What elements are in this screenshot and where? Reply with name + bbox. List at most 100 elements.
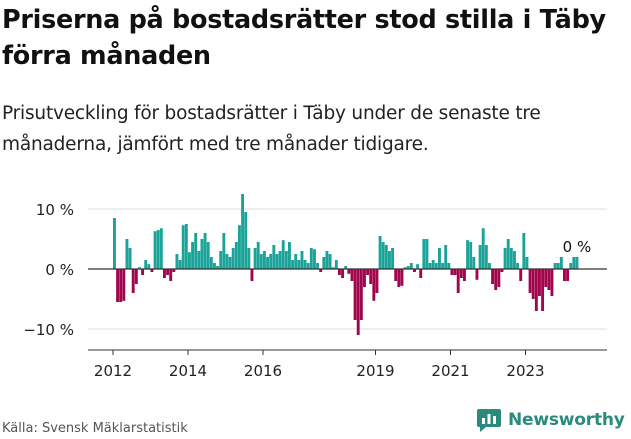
- bar: [363, 269, 366, 287]
- bar: [116, 269, 120, 302]
- bar: [547, 269, 551, 290]
- bar: [459, 269, 463, 278]
- bar: [150, 269, 154, 272]
- bar: [163, 269, 166, 278]
- bar: [175, 254, 179, 269]
- bar: [272, 245, 276, 269]
- bar: [228, 257, 232, 269]
- bar: [453, 269, 457, 275]
- bar: [197, 251, 201, 269]
- bar: [122, 269, 126, 301]
- bar: [125, 239, 129, 269]
- bar: [138, 267, 141, 269]
- bar: [113, 218, 116, 269]
- bar: [253, 248, 257, 269]
- bar: [572, 257, 576, 269]
- bar: [216, 266, 220, 269]
- bar: [200, 239, 204, 269]
- bar: [303, 260, 307, 269]
- bar: [206, 242, 210, 269]
- bar: [188, 252, 191, 269]
- bar: [569, 263, 573, 269]
- x-tick-label: 2019: [356, 362, 394, 380]
- bar: [231, 248, 235, 269]
- brand-name: Newsworthy: [508, 410, 625, 430]
- bar: [159, 228, 163, 269]
- bar: [506, 239, 510, 269]
- bar: [472, 257, 476, 269]
- bar: [191, 242, 195, 269]
- bar: [397, 269, 401, 287]
- bar: [313, 249, 316, 269]
- bar: [147, 264, 151, 269]
- bar: [141, 269, 145, 275]
- bar: [225, 254, 229, 269]
- bar: [528, 269, 532, 293]
- bar: [481, 228, 485, 269]
- bar: [463, 269, 466, 281]
- bar: [153, 231, 157, 269]
- bar: [375, 269, 379, 293]
- bar: [497, 269, 501, 287]
- last-value-label: 0 %: [563, 238, 592, 256]
- brand[interactable]: Newsworthy: [476, 407, 625, 433]
- bar: [428, 263, 432, 269]
- bar: [322, 257, 326, 269]
- bar: [409, 263, 413, 269]
- y-tick-label: 10 %: [36, 201, 74, 219]
- bar: [156, 230, 160, 269]
- bar: [413, 269, 416, 272]
- bar: [291, 260, 295, 269]
- bar: [444, 245, 448, 269]
- chart-subtitle: Prisutveckling för bostadsrätter i Täby …: [2, 103, 541, 155]
- bar: [194, 233, 198, 269]
- bar: [391, 248, 395, 269]
- bar: [553, 263, 557, 269]
- bar: [284, 251, 288, 269]
- bar: [275, 254, 279, 269]
- bar: [491, 269, 495, 284]
- bar: [341, 269, 345, 278]
- bar: [278, 251, 282, 269]
- bar: [338, 269, 341, 275]
- bar: [356, 269, 360, 335]
- bar: [288, 242, 291, 269]
- bar: [300, 251, 304, 269]
- bar: [119, 269, 123, 302]
- bar: [575, 257, 579, 269]
- bar: [209, 257, 213, 269]
- bar: [350, 269, 354, 281]
- bar: [347, 269, 351, 274]
- x-tick-label: 2012: [94, 362, 132, 380]
- bar: [178, 260, 182, 269]
- bar: [378, 236, 382, 269]
- bar: [328, 254, 332, 269]
- bar: [181, 225, 185, 269]
- bar: [425, 239, 429, 269]
- x-tick-label: 2021: [431, 362, 469, 380]
- bar: [144, 260, 148, 269]
- bar: [203, 233, 207, 269]
- bar: [238, 225, 241, 269]
- bar: [422, 239, 426, 269]
- bar: [172, 269, 176, 272]
- bar: [297, 260, 301, 269]
- bar: [438, 248, 441, 269]
- bar: [531, 269, 535, 299]
- bar: [419, 269, 423, 278]
- bar: [388, 251, 391, 269]
- bar: [522, 233, 526, 269]
- newsworthy-logo-icon: [477, 409, 501, 432]
- bar: [259, 254, 263, 269]
- y-tick-label: −10 %: [23, 321, 74, 339]
- bar: [559, 257, 563, 269]
- bar: [241, 194, 245, 269]
- bar: [213, 263, 216, 269]
- y-tick-label: 0 %: [45, 261, 74, 279]
- bar: [128, 248, 132, 269]
- bar: [394, 269, 398, 281]
- bar: [403, 267, 407, 269]
- bar: [519, 269, 523, 281]
- bar: [400, 269, 404, 286]
- bar: [319, 269, 323, 272]
